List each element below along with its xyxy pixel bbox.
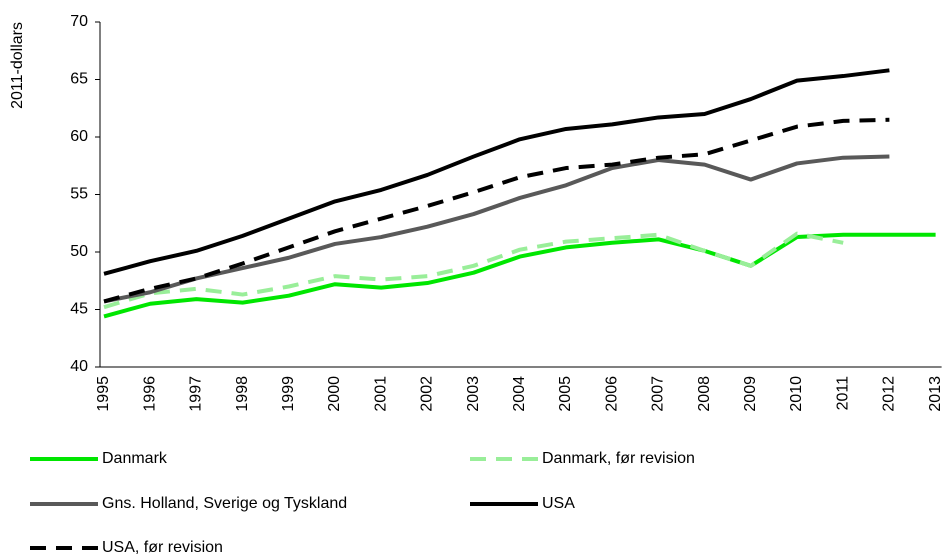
x-tick-label: 2002 <box>419 376 436 412</box>
legend-label: USA, før revision <box>102 539 223 556</box>
line-series <box>103 231 844 310</box>
x-tick-label: 2007 <box>650 376 667 412</box>
x-tick-label: 2000 <box>326 376 343 412</box>
x-tick-label: 2011 <box>834 376 851 411</box>
x-tick-label: 2013 <box>927 376 944 412</box>
x-tick-label: 2006 <box>603 376 620 412</box>
y-tick-label: 60 <box>70 128 88 145</box>
y-tick-label: 70 <box>70 13 88 30</box>
x-tick-label: 2004 <box>511 376 528 412</box>
legend-label: USA <box>542 495 575 512</box>
line-series <box>103 154 890 304</box>
line-series <box>103 232 936 319</box>
x-tick-label: 1996 <box>141 376 158 412</box>
x-tick-label: 2010 <box>788 376 805 412</box>
y-tick-label: 55 <box>70 186 88 203</box>
y-axis-label: 2011-dollars <box>9 22 26 109</box>
x-tick-label: 1997 <box>188 376 205 412</box>
x-tick-label: 1995 <box>95 376 112 412</box>
line-series <box>103 117 890 304</box>
x-tick-label: 2009 <box>742 376 759 412</box>
y-tick-label: 50 <box>70 243 88 260</box>
legend-label: Danmark <box>102 450 168 467</box>
x-tick-label: 2012 <box>881 376 898 412</box>
x-tick-label: 2005 <box>557 376 574 412</box>
x-tick-label: 2003 <box>465 376 482 412</box>
y-tick-label: 65 <box>70 71 88 88</box>
legend-label: Gns. Holland, Sverige og Tyskland <box>102 495 347 512</box>
x-tick-label: 1999 <box>280 376 297 412</box>
x-tick-label: 1998 <box>234 376 251 412</box>
x-tick-label: 2001 <box>372 376 389 412</box>
legend-label: Danmark, før revision <box>542 450 695 467</box>
x-tick-label: 2008 <box>696 376 713 412</box>
y-tick-label: 45 <box>70 301 88 318</box>
y-tick-label: 40 <box>70 358 88 375</box>
line-series <box>103 68 890 276</box>
